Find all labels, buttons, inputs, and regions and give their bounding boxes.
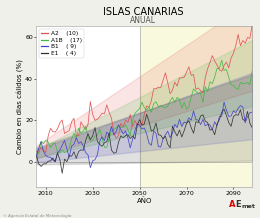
Text: © Agencia Estatal de Meteorología: © Agencia Estatal de Meteorología: [3, 214, 71, 218]
Legend: A2    (10), A1B    (17), B1    ( 9), E1    ( 4): A2 (10), A1B (17), B1 ( 9), E1 ( 4): [39, 29, 84, 58]
Text: ISLAS CANARIAS: ISLAS CANARIAS: [103, 7, 183, 17]
Y-axis label: Cambio en dias cálidos (%): Cambio en dias cálidos (%): [17, 59, 24, 154]
Text: A: A: [229, 200, 235, 209]
Text: met: met: [241, 204, 255, 209]
Text: E: E: [235, 200, 241, 209]
Bar: [140, 26, 252, 187]
Text: ANUAL: ANUAL: [130, 16, 156, 25]
X-axis label: AÑO: AÑO: [136, 197, 152, 204]
